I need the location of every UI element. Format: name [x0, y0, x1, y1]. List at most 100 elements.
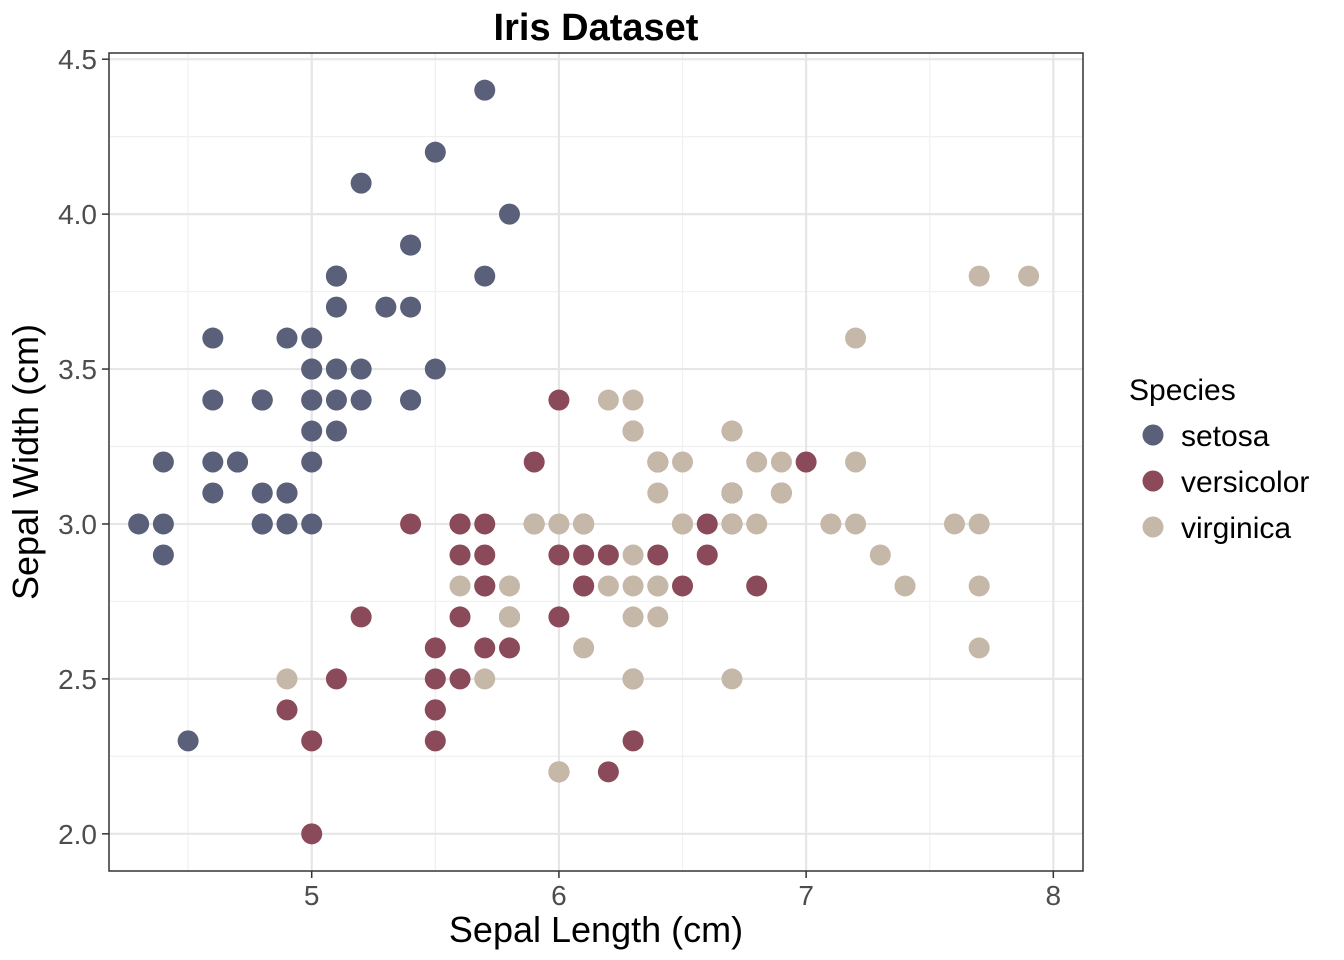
point-setosa [128, 513, 150, 535]
point-virginica [968, 637, 990, 659]
point-virginica [894, 575, 916, 597]
point-versicolor [746, 575, 768, 597]
point-setosa [202, 389, 224, 411]
data-points [128, 79, 1040, 845]
point-setosa [202, 327, 224, 349]
y-tick-label: 2.0 [58, 819, 97, 850]
point-virginica [573, 637, 595, 659]
point-virginica [746, 451, 768, 473]
point-virginica [597, 575, 619, 597]
point-virginica [845, 327, 867, 349]
point-setosa [400, 389, 422, 411]
point-virginica [449, 575, 471, 597]
point-versicolor [449, 606, 471, 628]
point-setosa [400, 296, 422, 318]
point-setosa [276, 327, 298, 349]
point-virginica [523, 513, 545, 535]
point-setosa [424, 141, 446, 163]
point-versicolor [548, 544, 570, 566]
point-virginica [845, 513, 867, 535]
point-setosa [301, 389, 323, 411]
legend-key-versicolor [1142, 470, 1164, 492]
point-virginica [622, 575, 644, 597]
point-virginica [845, 451, 867, 473]
point-virginica [622, 420, 644, 442]
legend-key-setosa [1142, 424, 1164, 446]
point-versicolor [449, 513, 471, 535]
point-versicolor [449, 668, 471, 690]
point-setosa [474, 79, 496, 101]
x-axis-ticks: 5 6 7 8 [304, 871, 1061, 911]
point-versicolor [474, 544, 496, 566]
point-virginica [622, 606, 644, 628]
x-axis-title: Sepal Length (cm) [449, 909, 743, 950]
point-versicolor [597, 544, 619, 566]
point-virginica [968, 575, 990, 597]
point-virginica [548, 513, 570, 535]
point-virginica [276, 668, 298, 690]
point-setosa [152, 544, 174, 566]
point-virginica [721, 420, 743, 442]
point-versicolor [597, 761, 619, 783]
point-versicolor [498, 637, 520, 659]
point-virginica [647, 482, 669, 504]
y-axis-ticks: 2.0 2.5 3.0 3.5 4.0 4.5 [58, 44, 109, 850]
point-virginica [622, 389, 644, 411]
point-versicolor [622, 730, 644, 752]
point-versicolor [424, 730, 446, 752]
point-setosa [202, 451, 224, 473]
point-virginica [869, 544, 891, 566]
legend-label-setosa: setosa [1181, 420, 1270, 453]
point-virginica [622, 544, 644, 566]
point-virginica [1018, 265, 1040, 287]
point-virginica [548, 761, 570, 783]
x-tick-label: 5 [304, 880, 320, 911]
point-setosa [301, 327, 323, 349]
minor-gridlines [109, 53, 1083, 871]
point-setosa [202, 482, 224, 504]
point-setosa [325, 296, 347, 318]
x-tick-label: 6 [551, 880, 567, 911]
point-versicolor [424, 637, 446, 659]
point-versicolor [696, 544, 718, 566]
point-versicolor [523, 451, 545, 473]
point-virginica [968, 513, 990, 535]
point-versicolor [795, 451, 817, 473]
point-setosa [227, 451, 249, 473]
y-tick-label: 3.0 [58, 509, 97, 540]
point-virginica [721, 668, 743, 690]
point-virginica [672, 513, 694, 535]
point-virginica [770, 482, 792, 504]
point-setosa [276, 482, 298, 504]
point-virginica [474, 668, 496, 690]
point-versicolor [424, 668, 446, 690]
point-setosa [301, 451, 323, 473]
point-setosa [325, 358, 347, 380]
point-versicolor [301, 730, 323, 752]
point-virginica [943, 513, 965, 535]
x-tick-label: 7 [798, 880, 814, 911]
y-tick-label: 4.0 [58, 199, 97, 230]
point-versicolor [449, 544, 471, 566]
point-setosa [301, 513, 323, 535]
legend-label-versicolor: versicolor [1181, 466, 1309, 499]
point-virginica [746, 513, 768, 535]
point-setosa [276, 513, 298, 535]
point-setosa [350, 172, 372, 194]
y-axis-title: Sepal Width (cm) [5, 324, 46, 600]
point-setosa [424, 358, 446, 380]
point-versicolor [474, 513, 496, 535]
point-setosa [251, 482, 273, 504]
y-tick-label: 4.5 [58, 44, 97, 75]
point-versicolor [647, 544, 669, 566]
point-versicolor [573, 575, 595, 597]
point-virginica [498, 575, 520, 597]
legend-title: Species [1129, 374, 1236, 407]
legend-items: setosa versicolor virginica [1142, 420, 1309, 545]
point-versicolor [424, 699, 446, 721]
point-setosa [325, 389, 347, 411]
point-setosa [251, 389, 273, 411]
point-versicolor [548, 389, 570, 411]
point-virginica [498, 606, 520, 628]
